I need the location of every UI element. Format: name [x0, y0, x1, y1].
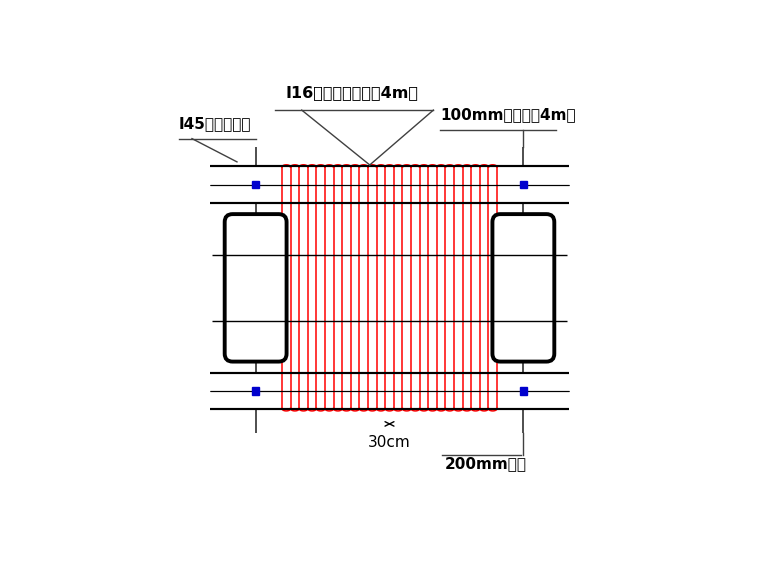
Text: I16工字钢分配梁（4m）: I16工字钢分配梁（4m）	[286, 85, 419, 100]
Bar	[210, 373, 569, 409]
Bar	[520, 388, 527, 394]
Bar	[252, 388, 259, 394]
Text: I45工字钢主梁: I45工字钢主梁	[179, 116, 252, 131]
Text: 30cm: 30cm	[368, 435, 411, 450]
Bar	[210, 166, 569, 203]
Bar	[252, 181, 259, 188]
FancyBboxPatch shape	[225, 214, 287, 361]
Bar	[520, 181, 527, 188]
Text: 100mm穿心棒（4m）: 100mm穿心棒（4m）	[440, 107, 575, 122]
FancyBboxPatch shape	[492, 214, 554, 361]
Text: 200mm砂箱: 200mm砂箱	[445, 456, 527, 471]
